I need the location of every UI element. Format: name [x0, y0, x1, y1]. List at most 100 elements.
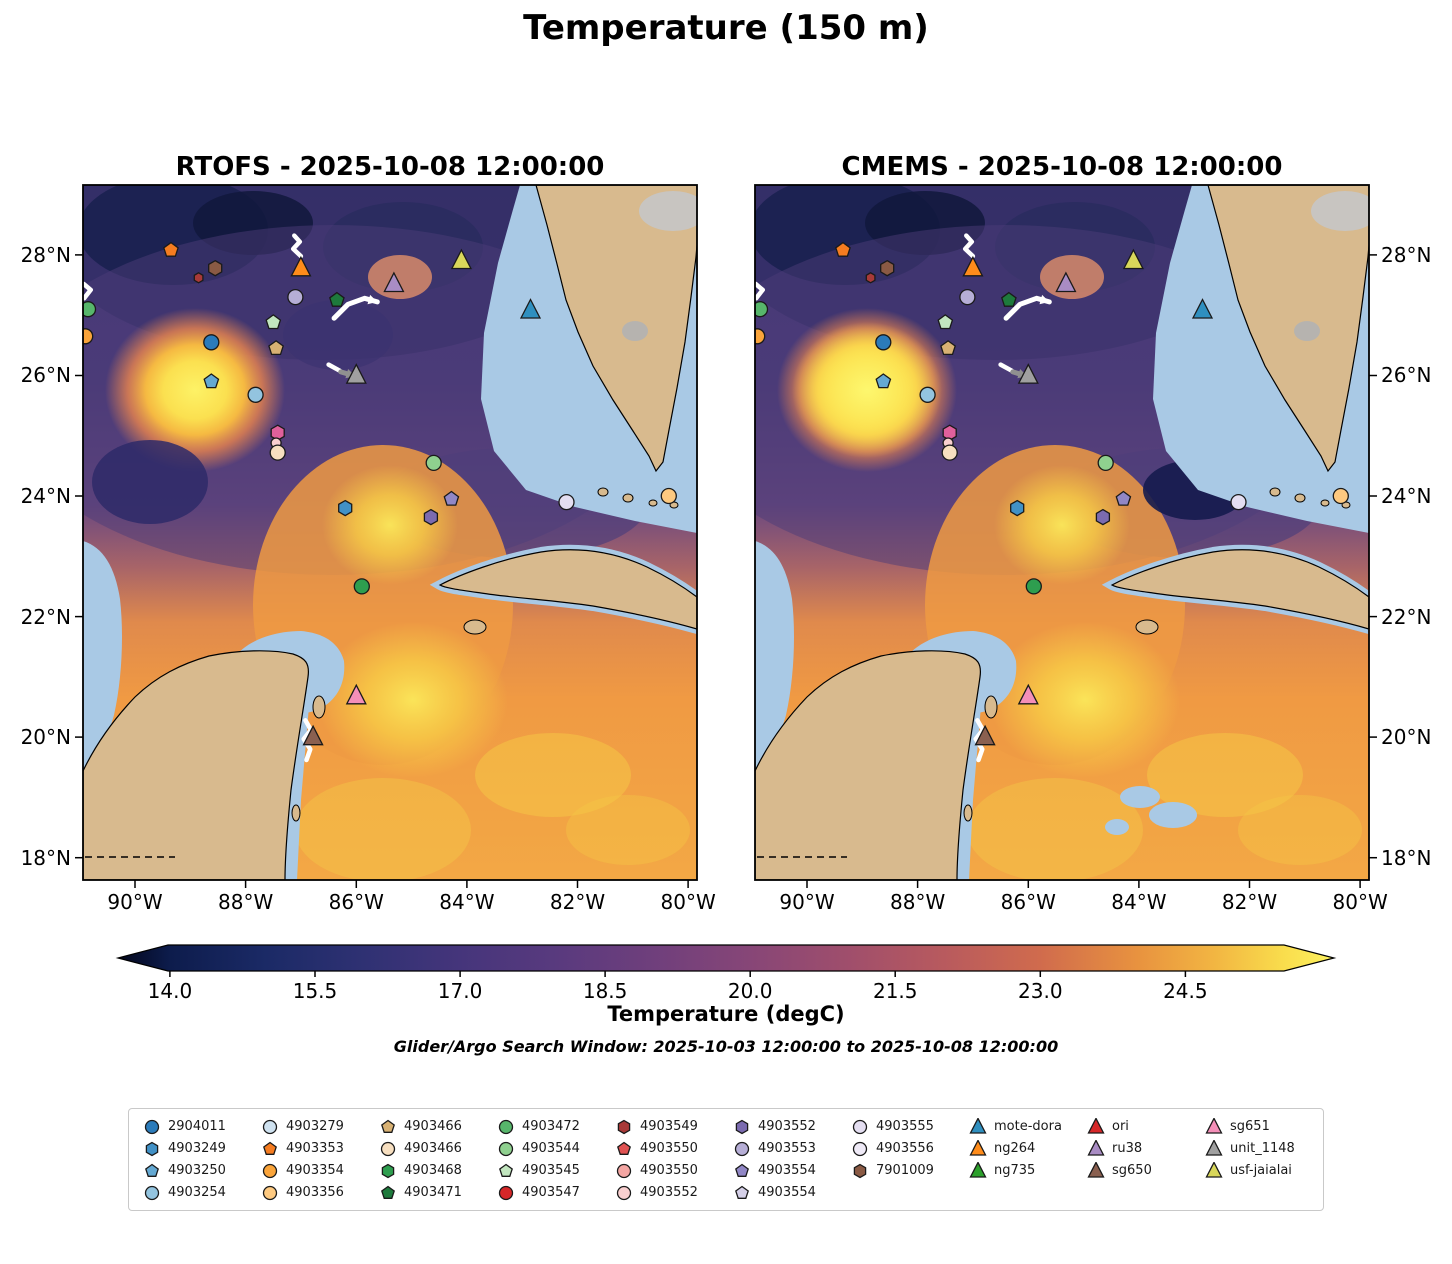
land-florida [1207, 185, 1369, 473]
marker-2904011 [875, 334, 892, 351]
legend-entry-4903250: 4903250 [143, 1161, 247, 1180]
marker-mote-dora [1191, 298, 1214, 319]
triangle-marker-icon [969, 1117, 987, 1134]
colorbar-label: Temperature (degC) [607, 1002, 845, 1026]
triangle-marker-glyph [1087, 1139, 1105, 1156]
circle-marker-icon [616, 1185, 632, 1200]
triangle-marker-icon [1087, 1139, 1105, 1156]
legend-entry-4903471: 4903471 [379, 1183, 483, 1202]
island [291, 804, 301, 822]
x-tick-label: 86°W [328, 890, 384, 914]
colorbar [115, 944, 1337, 977]
marker-4903250 [203, 373, 220, 389]
legend: 2904011 4903249 4903250 4903254 4903279 49033… [128, 1108, 1324, 1211]
legend-entry-label: unit_1148 [1230, 1141, 1295, 1156]
marker-4903466 [268, 340, 284, 356]
legend-entry-label: 4903556 [876, 1141, 934, 1156]
legend-entry-4903466: 4903466 [379, 1117, 483, 1136]
y-tick-label: 26°N [20, 363, 71, 388]
hexagon-marker-icon [735, 1119, 749, 1134]
triangle-marker-icon [1205, 1161, 1223, 1178]
marker-4903466 [269, 444, 286, 461]
legend-column: 4903472 4903544 4903545 4903547 [497, 1117, 601, 1202]
legend-entry-label: 4903353 [286, 1141, 344, 1156]
panel-frame [82, 184, 698, 881]
circle-marker-icon [144, 1185, 160, 1200]
y-tick-label: 20°N [1381, 725, 1432, 750]
legend-entry-label: 4903547 [522, 1185, 580, 1200]
x-tick-label: 90°W [107, 890, 163, 914]
pentagon-marker-glyph [381, 1119, 395, 1133]
pentagon-marker-icon [145, 1163, 159, 1177]
pentagon-marker-icon [381, 1185, 395, 1199]
panel-title-rtofs: RTOFS - 2025-10-08 12:00:00 [175, 152, 605, 182]
marker-4903254 [919, 386, 936, 403]
figure-title: Temperature (150 m) [523, 8, 929, 48]
no-data-patch [1311, 191, 1369, 231]
legend-entry-label: mote-dora [994, 1119, 1062, 1134]
marker-sg651 [1017, 683, 1039, 705]
marker-2904011 [203, 334, 220, 351]
legend-column: ori ru38 sg650 [1087, 1117, 1191, 1202]
circle-marker-icon [262, 1185, 278, 1200]
glider-track [973, 718, 986, 763]
legend-entry-4903550: 4903550 [615, 1161, 719, 1180]
pentagon-marker-glyph [263, 1141, 277, 1155]
marker-4903554 [1115, 490, 1132, 506]
panel-title-cmems: CMEMS - 2025-10-08 12:00:00 [841, 152, 1283, 182]
y-tick-label: 20°N [20, 725, 71, 750]
glider-track [290, 233, 304, 259]
island [312, 695, 326, 719]
legend-entry-label: 4903354 [286, 1163, 344, 1178]
island [597, 487, 609, 497]
legend-entry-4903544: 4903544 [497, 1139, 601, 1158]
pentagon-marker-icon [263, 1141, 277, 1155]
marker-4903549 [193, 272, 204, 284]
circle-marker-icon [498, 1141, 514, 1156]
marker-4903471 [1001, 291, 1017, 307]
marker-4903554 [443, 490, 460, 506]
marker-4903466 [941, 444, 958, 461]
marker-4903468 [353, 578, 370, 595]
legend-entry-usf-jaialai: usf-jaialai [1205, 1161, 1309, 1180]
legend-entry-label: 4903550 [640, 1163, 698, 1178]
legend-entry-label: 4903254 [168, 1185, 226, 1200]
marker-4903553 [287, 288, 304, 306]
legend-entry-unit_1148: unit_1148 [1205, 1139, 1309, 1158]
land-cuba [438, 549, 697, 630]
marker-usf-jaialai [450, 248, 472, 270]
legend-entry-label: 4903554 [758, 1163, 816, 1178]
marker-usf-jaialai [1122, 248, 1144, 270]
glider-track [83, 281, 93, 301]
colorbar-tick-label: 21.5 [872, 979, 918, 1003]
island [463, 619, 487, 635]
circle-marker-glyph [616, 1185, 632, 1200]
circle-marker-icon [498, 1119, 514, 1134]
colorbar-tick-label: 20.0 [727, 979, 773, 1003]
legend-entry-4903550: 4903550 [615, 1139, 719, 1158]
marker-4903472 [755, 301, 769, 318]
pentagon-marker-glyph [735, 1163, 749, 1177]
triangle-marker-icon [969, 1139, 987, 1156]
legend-entry-label: 4903545 [522, 1163, 580, 1178]
legend-entry-label: 2904011 [168, 1119, 226, 1134]
legend-entry-label: ori [1112, 1119, 1129, 1134]
glider-track [755, 281, 765, 301]
circle-marker-icon [262, 1163, 278, 1178]
triangle-marker-glyph [1205, 1117, 1223, 1134]
island [984, 695, 998, 719]
legend-entry-label: 4903471 [404, 1185, 462, 1200]
pentagon-marker-glyph [499, 1163, 513, 1177]
no-data-patch [639, 191, 697, 231]
colorbar-tick-label: 17.0 [437, 979, 483, 1003]
glider-track [301, 718, 314, 763]
marker-4903356 [1332, 487, 1349, 505]
marker-7901009 [880, 259, 895, 277]
hexagon-marker-icon [617, 1119, 631, 1134]
glider-track [998, 362, 1014, 373]
circle-marker-glyph [852, 1141, 868, 1156]
marker-7901009 [208, 259, 223, 277]
legend-entry-4903356: 4903356 [261, 1183, 365, 1202]
circle-marker-glyph [498, 1141, 514, 1156]
marker-unit_1148 [1017, 363, 1039, 384]
